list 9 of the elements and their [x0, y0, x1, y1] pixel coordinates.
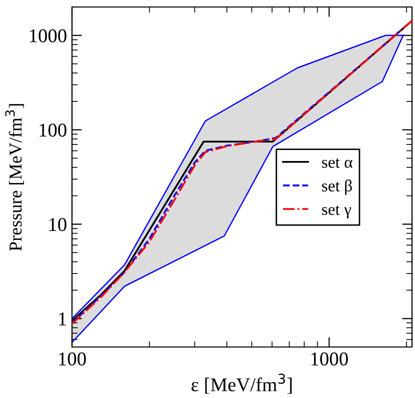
legend-label: set α: [322, 158, 352, 168]
y-tick-label: 1000: [30, 29, 66, 42]
y-tick-label: 10: [49, 218, 66, 232]
legend-label: set β: [322, 180, 352, 195]
y-tick-label: 1: [59, 312, 66, 326]
y-axis-title: Pressure [MeV/fm$^{3}$]: [5, 104, 24, 251]
x-axis-title: ε [MeV/fm$^{3}$]: [192, 374, 292, 394]
y-tick-label: 100: [40, 124, 66, 137]
legend-label: set γ: [322, 205, 352, 218]
